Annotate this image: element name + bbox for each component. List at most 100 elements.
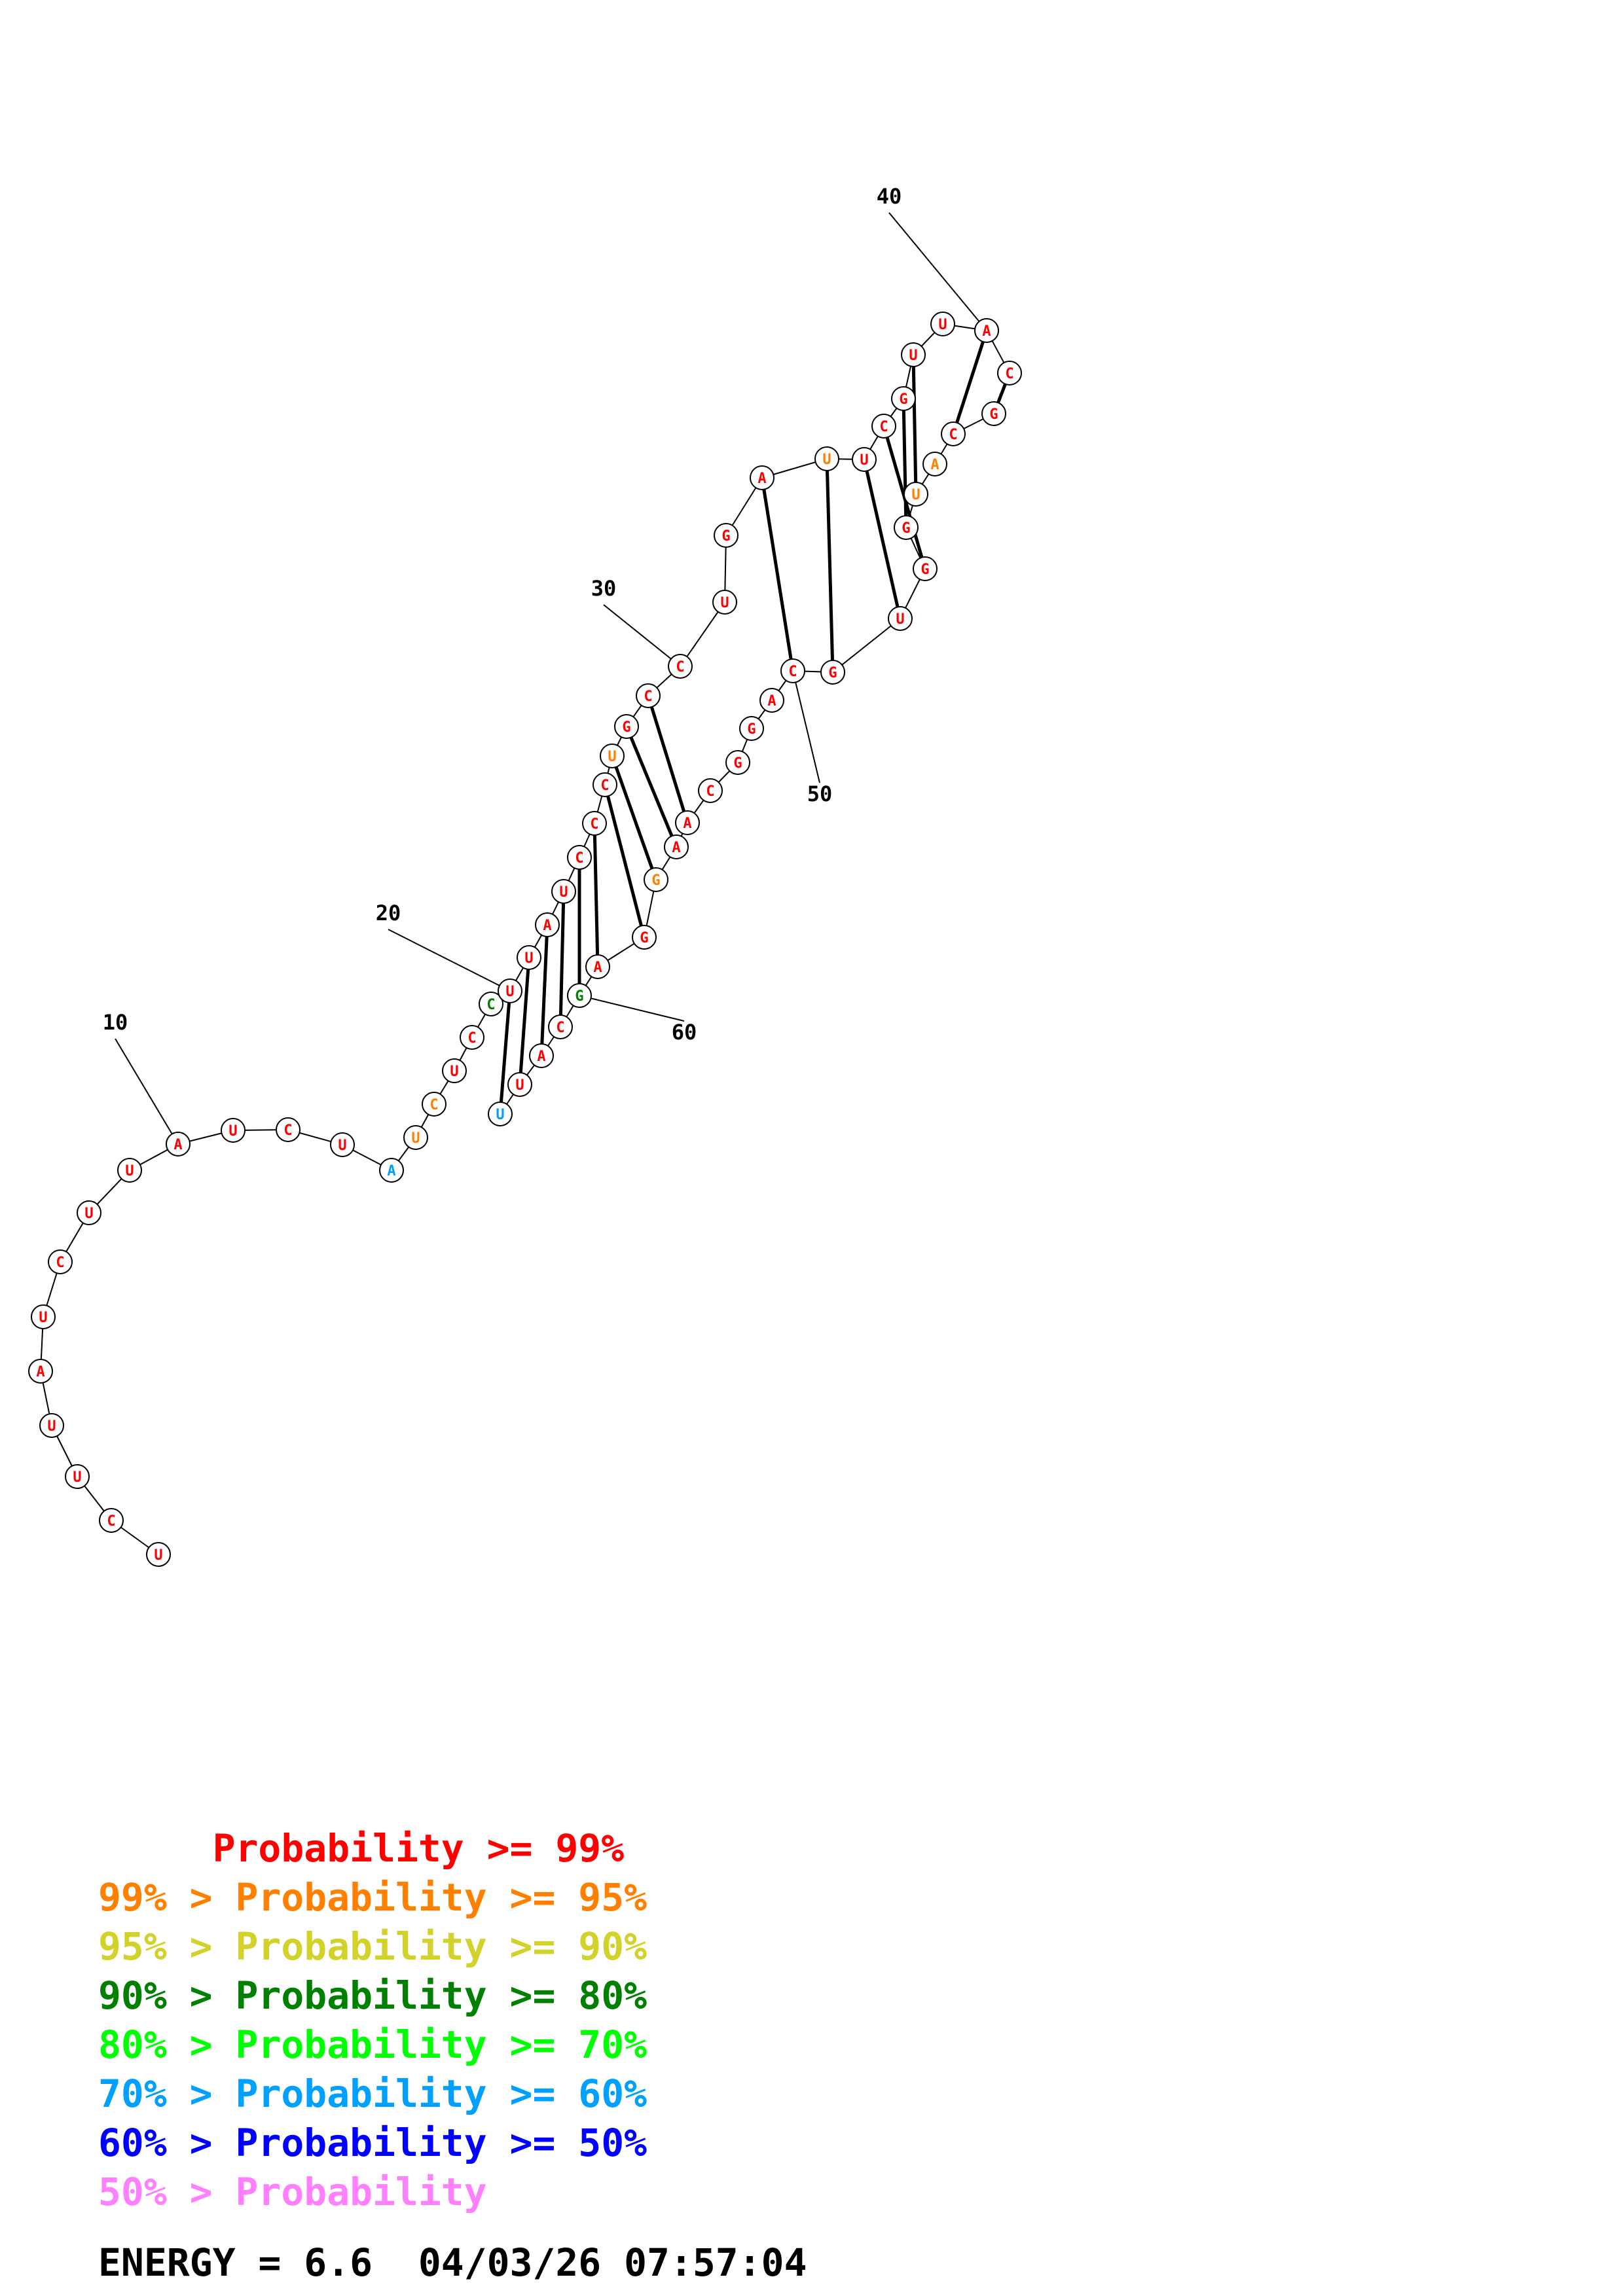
nucleotide: G xyxy=(891,386,916,411)
nucleotide: C xyxy=(780,658,805,683)
nucleotide: A xyxy=(664,834,689,859)
nucleotide: U xyxy=(117,1158,142,1183)
nucleotide: U xyxy=(31,1304,56,1329)
nucleotide: G xyxy=(739,716,764,741)
nucleotide: A xyxy=(974,318,999,343)
position-label: 60 xyxy=(672,1020,697,1045)
position-label-line xyxy=(603,604,681,667)
base-pair-bond xyxy=(518,957,531,1085)
nucleotide-letter: C xyxy=(1005,366,1013,382)
nucleotide-circle xyxy=(997,361,1022,386)
nucleotide: U xyxy=(77,1200,101,1225)
nucleotide-circle xyxy=(460,1025,484,1050)
nucleotide-circle xyxy=(585,954,610,979)
nucleotide-letter: A xyxy=(543,918,551,934)
nucleotide: C xyxy=(668,654,693,679)
nucleotide-letter: U xyxy=(47,1418,56,1435)
nucleotide-letter: G xyxy=(721,528,730,545)
nucleotide: C xyxy=(871,414,896,439)
nucleotide-circle xyxy=(675,810,700,835)
nucleotide-circle xyxy=(221,1118,246,1143)
nucleotide-circle xyxy=(664,834,689,859)
legend-entry: Probability >= 99% xyxy=(98,1826,625,1871)
nucleotide-letter: A xyxy=(537,1049,545,1065)
nucleotide-circle xyxy=(582,811,607,836)
nucleotide: C xyxy=(567,845,592,870)
base-pair-bond xyxy=(625,726,678,848)
nucleotide-letter: U xyxy=(909,348,917,364)
nucleotide-circle xyxy=(871,414,896,439)
nucleotide-letter: C xyxy=(283,1122,292,1139)
nucleotide: A xyxy=(759,688,784,713)
legend-entry: 50% > Probability xyxy=(98,2170,487,2214)
base-pair-bond xyxy=(862,459,902,619)
nucleotide-letter: G xyxy=(747,721,756,738)
position-label: 10 xyxy=(103,1010,128,1035)
position-label-line xyxy=(888,212,987,331)
nucleotide-letter: A xyxy=(672,840,680,856)
nucleotide-circle xyxy=(593,772,617,797)
nucleotide-letter: U xyxy=(505,984,514,1000)
nucleotide-circle xyxy=(894,515,919,540)
nucleotide-letter: C xyxy=(600,778,609,794)
nucleotide-letter: U xyxy=(39,1310,47,1326)
base-pair-bond xyxy=(558,891,566,1028)
nucleotide: A xyxy=(585,954,610,979)
nucleotide-letter: U xyxy=(154,1547,162,1564)
nucleotide-letter: U xyxy=(73,1469,81,1486)
nucleotide-circle xyxy=(698,778,723,803)
nucleotide: C xyxy=(548,1014,573,1039)
nucleotide-letter: U xyxy=(524,950,533,967)
nucleotide: G xyxy=(820,660,845,685)
nucleotide-letter: C xyxy=(575,850,583,867)
nucleotide-letter: G xyxy=(733,755,742,772)
nucleotide-letter: C xyxy=(107,1513,115,1530)
nucleotide-letter: C xyxy=(676,659,684,675)
backbone-link xyxy=(832,618,901,673)
backbone-link xyxy=(680,601,725,667)
nucleotide: C xyxy=(460,1025,484,1050)
position-label-line xyxy=(579,995,685,1022)
nucleotide-circle xyxy=(99,1508,124,1533)
nucleotide: A xyxy=(379,1158,404,1183)
nucleotide-circle xyxy=(379,1158,404,1183)
nucleotide: U xyxy=(551,879,576,904)
nucleotide-circle xyxy=(548,1014,573,1039)
nucleotide-letter: A xyxy=(757,471,766,487)
nucleotide: A xyxy=(28,1359,53,1384)
nucleotide-circle xyxy=(28,1359,53,1384)
nucleotide: U xyxy=(146,1542,171,1567)
nucleotide-letter: C xyxy=(56,1255,64,1271)
position-label-line xyxy=(115,1038,179,1145)
nucleotide-letter: U xyxy=(860,452,868,469)
nucleotide: G xyxy=(913,556,938,581)
nucleotide-circle xyxy=(888,606,913,631)
legend-entry: 80% > Probability >= 70% xyxy=(98,2022,647,2067)
nucleotide-circle xyxy=(535,912,560,937)
nucleotide-letter: U xyxy=(608,749,616,765)
nucleotide-letter: U xyxy=(559,884,568,901)
nucleotide-letter: U xyxy=(515,1077,524,1094)
nucleotide-letter: A xyxy=(982,323,991,340)
base-pair-bond xyxy=(539,924,549,1056)
base-pair-bond xyxy=(593,823,600,967)
nucleotide-circle xyxy=(891,386,916,411)
nucleotide: U xyxy=(600,744,625,768)
nucleotide-letter: U xyxy=(496,1107,504,1123)
nucleotide-circle xyxy=(814,446,839,471)
nucleotide-circle xyxy=(442,1058,467,1083)
base-pair-bond xyxy=(911,354,918,495)
legend-entry: 99% > Probability >= 95% xyxy=(98,1875,647,1920)
nucleotide-circle xyxy=(636,683,661,708)
nucleotide: G xyxy=(632,925,657,950)
nucleotide: U xyxy=(403,1125,428,1150)
nucleotide-circle xyxy=(632,925,657,950)
nucleotide-letter: U xyxy=(125,1163,134,1179)
nucleotide-letter: C xyxy=(467,1030,476,1047)
nucleotide-circle xyxy=(852,447,877,472)
nucleotide: G xyxy=(725,750,750,775)
nucleotide: U xyxy=(65,1464,90,1489)
legend-entry: 60% > Probability >= 50% xyxy=(98,2121,647,2165)
nucleotide-letter: G xyxy=(575,988,583,1005)
